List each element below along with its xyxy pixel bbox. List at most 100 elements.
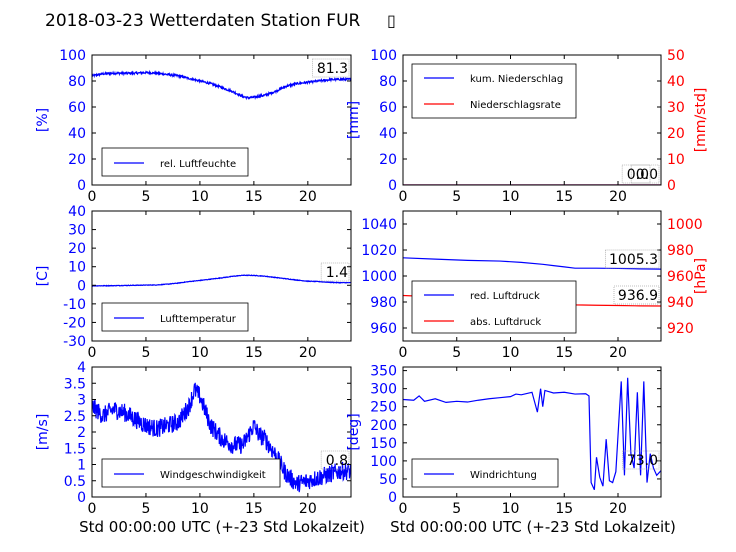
y-axis-label: [mm] xyxy=(346,101,362,139)
y-tick-label: 150 xyxy=(370,436,397,452)
x-tick-label: 15 xyxy=(245,345,263,361)
x-tick-label: 20 xyxy=(299,501,317,517)
y-tick-label: 20 xyxy=(68,152,86,168)
x-tick-label: 5 xyxy=(141,189,150,205)
y-tick-label: 30 xyxy=(68,223,86,239)
axes-frame xyxy=(91,210,352,342)
x-tick-label: 0 xyxy=(88,189,97,205)
y-tick-label: 100 xyxy=(59,48,86,64)
x-tick-label: 20 xyxy=(609,501,627,517)
y-tick-label: -10 xyxy=(63,297,86,313)
x-tick-label: 20 xyxy=(609,345,627,361)
value-annotation: 936.9 xyxy=(618,288,658,304)
legend-box xyxy=(411,458,559,488)
value-annotation: 0.8 xyxy=(326,453,348,469)
y-tick-label: 1000 xyxy=(361,269,397,285)
y-tick-label: 1 xyxy=(77,458,86,474)
y2-tick-label: 40 xyxy=(667,74,685,90)
y-tick-label: 20 xyxy=(68,241,86,257)
y-tick-label: -30 xyxy=(63,334,86,350)
y-tick-label: 960 xyxy=(370,321,397,337)
value-annotation-box xyxy=(622,450,660,470)
x-tick-label: 20 xyxy=(299,189,317,205)
y-axis-label: [deg] xyxy=(346,413,362,450)
legend-box xyxy=(411,280,577,334)
y-tick-label: 0 xyxy=(388,178,397,194)
y2-tick-label: 960 xyxy=(667,269,694,285)
y-tick-label: 60 xyxy=(68,100,86,116)
y2-tick-label: 50 xyxy=(667,48,685,64)
y2-tick-label: 980 xyxy=(667,243,694,259)
legend-box xyxy=(411,63,577,119)
y-tick-label: 20 xyxy=(379,152,397,168)
y-tick-label: 10 xyxy=(68,260,86,276)
value-annotation: 0.0 xyxy=(627,167,649,183)
y-tick-label: 300 xyxy=(370,382,397,398)
value-annotation-box xyxy=(613,285,660,305)
y-tick-label: 0 xyxy=(77,278,86,294)
y2-tick-label: 10 xyxy=(667,152,685,168)
y2-tick-label: 940 xyxy=(667,295,694,311)
series-line-1 xyxy=(92,274,351,287)
series-line-1 xyxy=(403,377,661,491)
y-tick-label: 60 xyxy=(379,100,397,116)
y-axis-label: [m/s] xyxy=(35,414,51,451)
x-tick-label: 20 xyxy=(299,345,317,361)
x-tick-label: 0 xyxy=(399,189,408,205)
y-tick-label: 2 xyxy=(77,425,86,441)
x-tick-label: 15 xyxy=(245,501,263,517)
x-tick-label: 10 xyxy=(502,189,520,205)
legend-label: Windgeschwindigkeit xyxy=(160,470,266,481)
x-tick-label: 0 xyxy=(88,501,97,517)
series-line-1 xyxy=(403,257,661,270)
legend-label: Niederschlagsrate xyxy=(470,100,561,111)
panel-winddir: 0 5 10 15 20050100150200250300350[deg]Windri… xyxy=(346,364,662,517)
value-annotation: 73.0 xyxy=(627,453,658,469)
panel-windspeed: 0 5 10 15 20 00.511.522.533.54 [m/s] Windgeschw… xyxy=(35,360,352,517)
x-tick-label: 0 xyxy=(399,501,408,517)
x-tick-label: 5 xyxy=(141,501,150,517)
value-annotation-box xyxy=(605,249,660,269)
x-tick-label: 20 xyxy=(609,189,627,205)
page-title: 2018-03-23 Wetterdaten Station FUR xyxy=(45,11,361,31)
y-axis-label: [C] xyxy=(35,266,51,287)
x-tick-label: 10 xyxy=(191,345,209,361)
legend-label: kum. Niederschlag xyxy=(470,74,563,85)
value-annotation: 1.4 xyxy=(326,265,348,281)
y2-tick-label: 20 xyxy=(667,126,685,142)
legend-label: Windrichtung xyxy=(470,470,537,481)
y-tick-label: 80 xyxy=(68,74,86,90)
y-tick-label: -20 xyxy=(63,315,86,331)
y-tick-label: 0 xyxy=(77,490,86,506)
legend-label: abs. Luftdruck xyxy=(470,317,541,328)
y-tick-label: 250 xyxy=(370,400,397,416)
y-tick-label: 4 xyxy=(77,360,86,376)
y2-axis-label: [hPa] xyxy=(693,258,709,294)
x-tick-label: 10 xyxy=(191,189,209,205)
y-tick-label: 0 xyxy=(388,490,397,506)
y-tick-label: 80 xyxy=(379,74,397,90)
y2-axis-label: [mm/std] xyxy=(693,88,709,153)
x-tick-label: 10 xyxy=(191,501,209,517)
y-tick-label: 0.5 xyxy=(64,474,86,490)
panel-pressure: 0 5 10 15 20 960 980 1000 1020 1040 920 940 960 980 10… xyxy=(361,210,709,361)
x-tick-label: 0 xyxy=(88,345,97,361)
value-annotation-box xyxy=(621,164,651,184)
x-tick-label: 15 xyxy=(555,345,573,361)
y-tick-label: 50 xyxy=(379,472,397,488)
x-tick-label: 10 xyxy=(502,501,520,517)
x-tick-label: 0 xyxy=(399,345,408,361)
value-annotation-box xyxy=(320,262,350,282)
y-tick-label: 40 xyxy=(68,126,86,142)
legend-label: red. Luftdruck xyxy=(470,291,540,302)
value-annotation: 1005.3 xyxy=(609,252,658,268)
y-tick-label: 0 xyxy=(77,178,86,194)
y-tick-label: 100 xyxy=(370,48,397,64)
series-line-1 xyxy=(92,382,351,493)
y-tick-label: 200 xyxy=(370,418,397,434)
y-axis-label: [%] xyxy=(35,108,51,132)
value-annotation: 0.0 xyxy=(636,167,658,183)
legend-label: Lufttemperatur xyxy=(160,314,237,325)
legend-box xyxy=(101,302,249,332)
